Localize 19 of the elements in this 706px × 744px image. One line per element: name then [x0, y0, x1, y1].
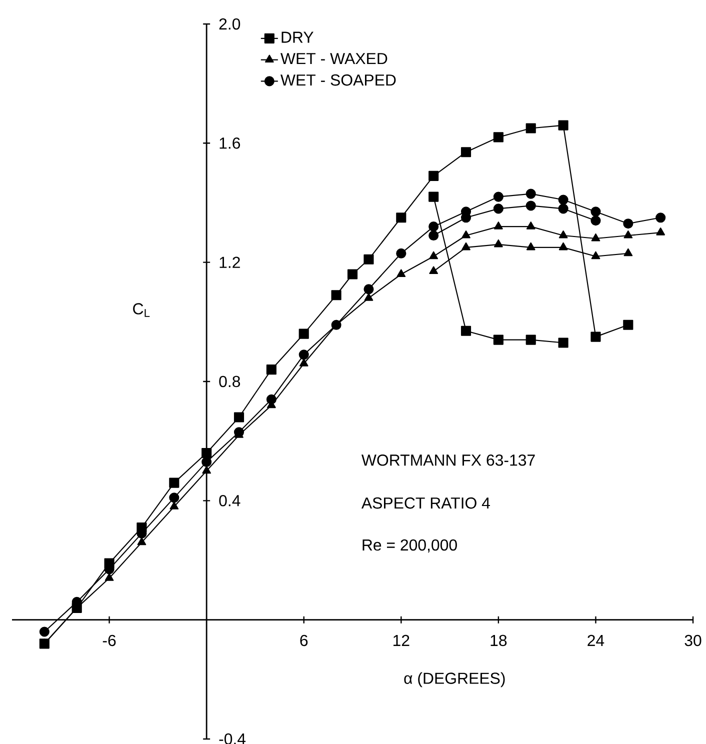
x-tick-label: 30 — [684, 634, 702, 646]
y-tick-label: 1.6 — [220, 138, 240, 149]
x-tick-label: -6 — [102, 634, 116, 646]
x-tick-label: 18 — [490, 634, 507, 646]
x-tick-label: 6 — [300, 634, 308, 646]
x-tick-label: 24 — [588, 634, 604, 646]
y-axis-title: C$_{L}$ — [133, 303, 150, 317]
y-tick-label: 2.0 — [219, 18, 240, 30]
annotation: ASPECT RATIO 4 — [361, 497, 490, 509]
legend-label: WET - SOAPED — [280, 74, 396, 86]
legend-label: WET - WAXED — [280, 53, 388, 64]
annotation: Re = 200,000 — [362, 539, 457, 553]
x-tick-label: 12 — [394, 634, 410, 646]
y-tick-label: 1.2 — [220, 256, 240, 268]
legend-label: DRY — [282, 32, 314, 43]
annotation: WORTMANN FX 63-137 — [361, 454, 535, 466]
y-tick-label: 0.8 — [219, 376, 240, 388]
y-tick-label: 0.4 — [219, 495, 240, 506]
x-axis-title: α (DEGREES) — [404, 672, 505, 688]
